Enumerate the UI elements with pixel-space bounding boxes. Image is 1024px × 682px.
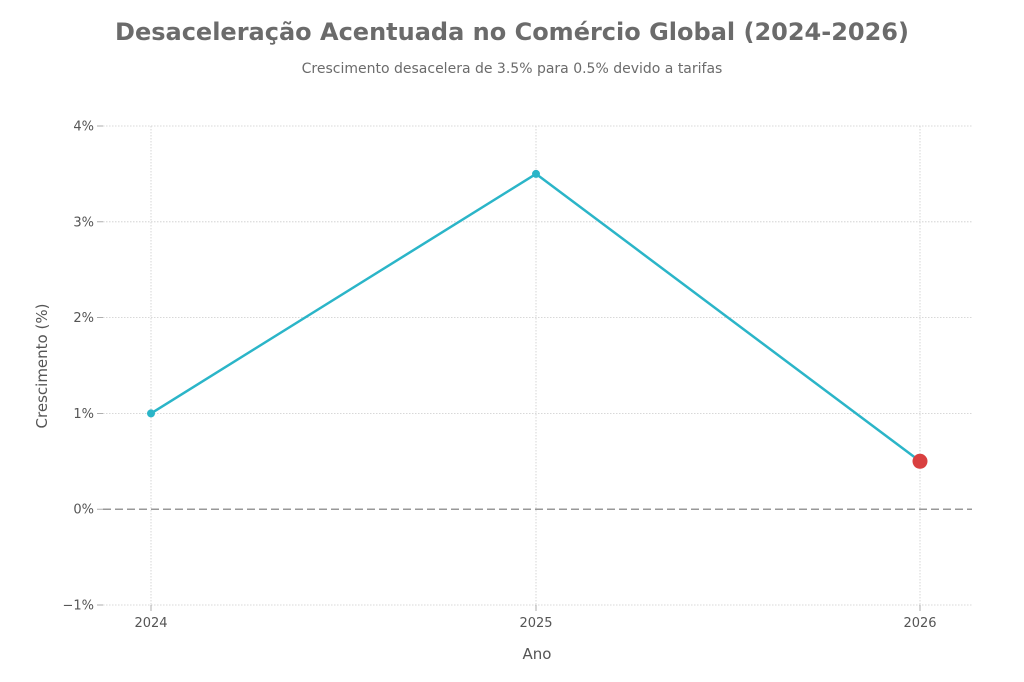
data-point bbox=[532, 169, 540, 178]
y-tick-label: 3% bbox=[73, 215, 94, 230]
y-tick-label: −1% bbox=[62, 599, 94, 614]
x-axis-title: Ano bbox=[523, 645, 552, 663]
y-tick-label: 4% bbox=[73, 120, 94, 135]
y-axis-ticks: −1% 0% 1% 2% 3% 4% bbox=[62, 120, 103, 614]
data-point bbox=[147, 409, 155, 418]
x-tick-label: 2024 bbox=[134, 616, 167, 631]
y-axis-title: Crescimento (%) bbox=[33, 304, 51, 429]
y-tick-label: 1% bbox=[73, 407, 94, 422]
grid bbox=[103, 125, 972, 606]
highlight-point bbox=[912, 453, 928, 469]
chart-title: Desaceleração Acentuada no Comércio Glob… bbox=[115, 18, 909, 46]
x-tick-label: 2025 bbox=[519, 616, 552, 631]
x-axis-ticks: 2024 2025 2026 bbox=[134, 605, 937, 631]
y-tick-label: 2% bbox=[73, 311, 94, 326]
chart-subtitle: Crescimento desacelera de 3.5% para 0.5%… bbox=[301, 61, 723, 77]
y-tick-label: 0% bbox=[73, 503, 94, 518]
series bbox=[147, 169, 928, 469]
x-tick-label: 2026 bbox=[903, 616, 936, 631]
